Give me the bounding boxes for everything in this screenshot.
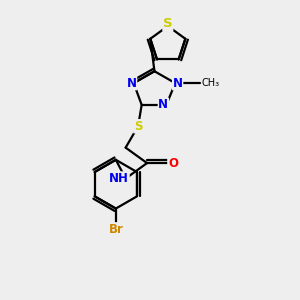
Text: N: N: [127, 76, 136, 90]
Text: O: O: [168, 157, 178, 169]
Text: S: S: [163, 17, 172, 31]
Text: S: S: [134, 120, 142, 133]
Text: CH₃: CH₃: [202, 78, 220, 88]
Text: N: N: [158, 98, 168, 111]
Text: N: N: [172, 76, 183, 90]
Text: Br: Br: [108, 223, 123, 236]
Text: NH: NH: [109, 172, 129, 185]
